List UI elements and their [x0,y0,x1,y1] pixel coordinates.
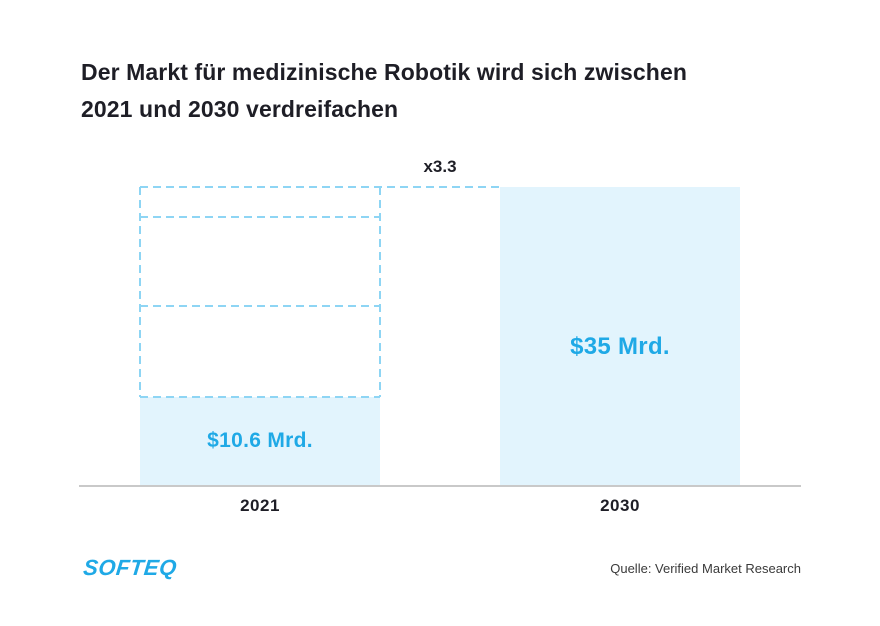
bar-2021 [140,397,380,485]
growth-multiplier-label: x3.3 [423,157,457,176]
bar-value-2021: $10.6 Mrd. [207,429,313,452]
page-title-line1: Der Markt für medizinische Robotik wird … [81,59,687,85]
x-axis-label-2021: 2021 [240,496,280,515]
page-title-line2: 2021 und 2030 verdreifachen [81,96,399,122]
bar-2030 [500,187,740,485]
softeq-logo: SOFTEQ [82,555,179,580]
bar-value-2030: $35 Mrd. [570,333,670,360]
x-axis-line [79,485,801,487]
x-axis-label-2030: 2030 [600,496,640,515]
source-attribution: Quelle: Verified Market Research [610,561,801,576]
page-title: Der Markt für medizinische Robotik wird … [81,54,811,128]
